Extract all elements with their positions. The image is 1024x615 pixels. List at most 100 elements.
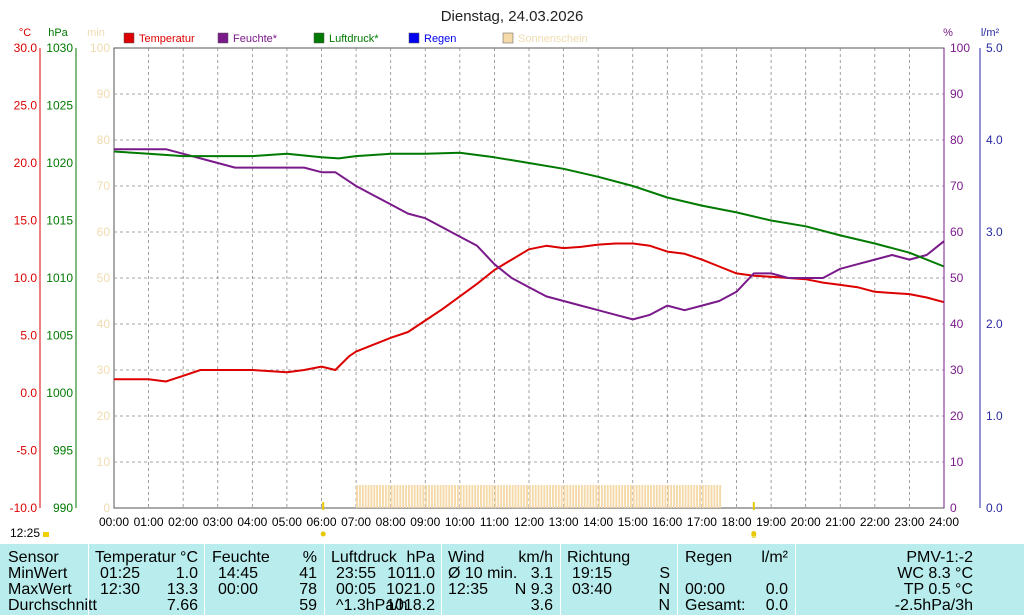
sunshine-bar — [361, 485, 364, 508]
table-column-divider — [441, 544, 442, 615]
sunshine-bar — [681, 485, 684, 508]
row-wind-value: 3.1 — [530, 565, 553, 582]
sunshine-bar — [436, 485, 439, 508]
sunshine-tick-label: 70 — [97, 179, 111, 193]
row-pressure-time: ^1.3hPa/h — [336, 597, 408, 614]
sun-marker-icon — [43, 532, 50, 537]
row-temperature-value: 7.66 — [166, 597, 198, 614]
sunshine-bar — [675, 485, 678, 508]
sunshine-bar — [376, 485, 379, 508]
sunshine-bar — [687, 485, 690, 508]
sunshine-bar — [384, 485, 387, 508]
sunshine-tick-label: 100 — [90, 41, 110, 55]
sunshine-tick-label: 40 — [97, 317, 111, 331]
x-tick-label: 14:00 — [583, 515, 613, 529]
sunshine-tick-label: 80 — [97, 133, 111, 147]
rain-tick-label: 1.0 — [986, 409, 1003, 423]
sunshine-bar — [667, 485, 670, 508]
row-direction-value: S — [659, 565, 670, 582]
legend-label-sunshine: Sonnenschein — [518, 33, 588, 45]
sunshine-bar — [557, 485, 560, 508]
table-column-divider — [324, 544, 325, 615]
sunshine-bar — [364, 485, 367, 508]
sunshine-bar — [523, 485, 526, 508]
row-direction-time: 19:15 — [572, 565, 613, 582]
header-rain: Regen — [685, 549, 733, 566]
pressure-tick-label: 1020 — [46, 156, 73, 170]
row-pmv: -2.5hPa/3h — [894, 597, 973, 614]
sunshine-bar — [405, 485, 407, 508]
row-label: MaxWert — [8, 581, 72, 598]
sunshine-bar — [422, 485, 425, 508]
x-tick-label: 10:00 — [445, 515, 475, 529]
sunshine-tick-label: 10 — [97, 455, 111, 469]
row-wind-value: N 9.3 — [514, 581, 553, 598]
sunshine-bar — [575, 485, 577, 508]
sunshine-bar — [690, 485, 693, 508]
sunshine-bar — [358, 485, 361, 508]
legend-label-pressure: Luftdruck* — [329, 33, 379, 45]
rain-tick-label: 2.0 — [986, 317, 1003, 331]
header-pressure-unit: hPa — [406, 549, 435, 566]
legend-label-temperature: Temperatur — [139, 33, 195, 45]
sunshine-bar — [508, 485, 511, 508]
row-humidity-value: 59 — [299, 597, 317, 614]
marker-dot — [320, 531, 326, 537]
x-tick-label: 06:00 — [306, 515, 336, 529]
pressure-tick-label: 1030 — [46, 41, 73, 55]
humidity-tick-label: 10 — [950, 455, 964, 469]
sunshine-bar — [474, 485, 477, 508]
sunshine-bar — [609, 485, 612, 508]
x-tick-label: 09:00 — [410, 515, 440, 529]
table-column-divider — [560, 544, 561, 615]
axis-tick-labels: 30.025.020.015.010.05.00.0-5.0-10.010301… — [10, 27, 1003, 541]
sunshine-bar — [387, 485, 390, 508]
sunshine-bar — [693, 485, 696, 508]
row-pressure-value: 1021.0 — [386, 581, 435, 598]
temperature-tick-label: 30.0 — [14, 41, 38, 55]
sunshine-bar — [439, 485, 442, 508]
sunshine-bar — [425, 485, 428, 508]
x-tick-label: 21:00 — [825, 515, 855, 529]
x-tick-label: 20:00 — [791, 515, 821, 529]
sunshine-bar — [678, 485, 681, 508]
header-humidity: Feuchte — [212, 549, 270, 566]
sunshine-bar — [569, 485, 572, 508]
table-column-divider — [795, 544, 796, 615]
temperature-tick-label: -10.0 — [10, 501, 38, 515]
row-pmv: WC 8.3 °C — [897, 565, 973, 582]
pressure-tick-label: 1005 — [46, 329, 73, 343]
row-label: MinWert — [8, 565, 68, 582]
sunshine-bar — [701, 485, 704, 508]
row-temperature-time: 12:30 — [100, 581, 141, 598]
temperature-tick-label: 15.0 — [14, 214, 38, 228]
sunshine-bar — [638, 485, 641, 508]
pressure-tick-label: 1000 — [46, 386, 73, 400]
sunshine-bar — [707, 485, 710, 508]
marker-label: 0 — [751, 530, 757, 541]
sunshine-bar — [670, 485, 673, 508]
sunshine-bar — [485, 485, 488, 508]
sunshine-bar — [442, 485, 445, 508]
row-rain-time: 00:00 — [685, 581, 726, 598]
humidity-tick-label: 30 — [950, 363, 964, 377]
sunshine-bar — [618, 485, 621, 508]
sunshine-bar — [635, 485, 638, 508]
row-humidity-time: 14:45 — [218, 565, 259, 582]
sunshine-bar — [373, 485, 376, 508]
series-line-temperature — [114, 242, 945, 383]
row-direction-time: 03:40 — [572, 581, 613, 598]
humidity-tick-label: 40 — [950, 317, 964, 331]
legend-label-rain: Regen — [424, 33, 456, 45]
sunshine-bar — [601, 485, 603, 508]
sunshine-bar — [647, 485, 650, 508]
sunshine-bar — [494, 485, 497, 508]
x-tick-label: 19:00 — [756, 515, 786, 529]
weather-chart: 30.025.020.015.010.05.00.0-5.0-10.010301… — [10, 8, 1003, 541]
sunshine-bar — [592, 485, 595, 508]
row-humidity-time: 00:00 — [218, 581, 259, 598]
sunshine-bar — [462, 485, 465, 508]
row-pressure-value: 1018.2 — [386, 597, 435, 614]
sunshine-bar — [586, 485, 589, 508]
sunshine-bar — [382, 485, 384, 508]
